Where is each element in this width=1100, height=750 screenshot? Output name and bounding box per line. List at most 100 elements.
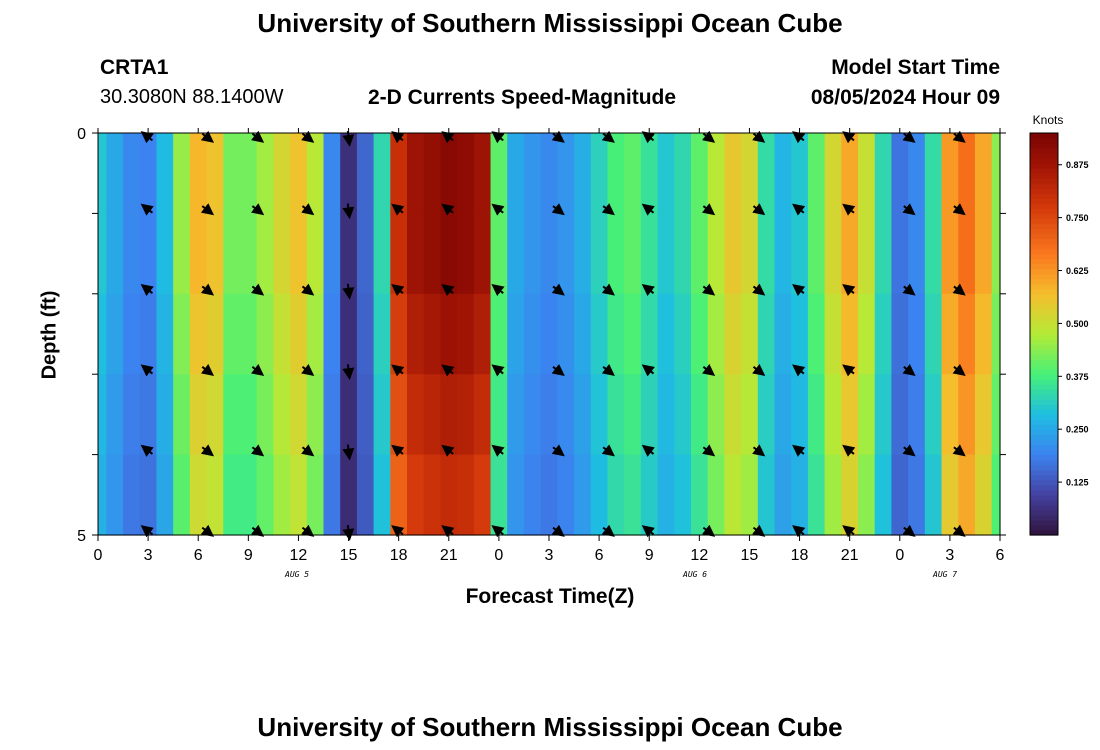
heatmap-cell [156,213,174,295]
colorbar-segment [1030,313,1058,320]
colorbar-tick-label: 0.750 [1066,213,1089,223]
heatmap-cell [624,454,642,536]
current-arrow [391,131,405,144]
heatmap-cell [323,133,341,214]
heatmap-cell [106,213,124,295]
colorbar-segment [1030,323,1058,330]
current-arrow [342,203,355,220]
heatmap-cell [941,454,959,536]
current-arrow [952,203,966,216]
heatmap-cell [390,293,408,375]
current-arrow [200,283,215,296]
current-arrow [752,203,766,216]
x-tick-label: 15 [741,547,759,564]
current-arrow [441,203,455,216]
heatmap-cell [574,133,592,214]
heatmap-cell [657,293,675,375]
current-arrow [140,525,154,538]
colorbar-segment [1030,198,1058,204]
colorbar-segment [1030,349,1058,355]
heatmap-cell [958,454,976,536]
current-arrow [301,524,315,537]
heatmap-cell [624,213,642,295]
heatmap-cell [323,374,341,456]
colorbar-segment [1030,364,1058,370]
heatmap-cell [807,374,826,456]
colorbar-title: Knots [1033,113,1064,127]
colorbar-tick-label: 0.125 [1066,478,1089,488]
heatmap-cell [908,293,926,375]
heatmap-cell [407,454,425,536]
colorbar-segment [1030,464,1058,471]
current-arrow [551,203,565,216]
heatmap-cell [607,133,625,214]
heatmap-cell [590,133,609,214]
colorbar-segment [1030,439,1058,446]
x-tick-label: 21 [440,547,458,564]
heatmap-cell [841,454,859,536]
heatmap-cell [390,133,408,214]
current-arrow [140,283,154,297]
heatmap-cell [139,293,158,375]
colorbar-segment [1030,263,1058,270]
heatmap-cell [757,293,776,375]
heatmap-cell [123,293,141,375]
model-start-value: 08/05/2024 Hour 09 [810,86,1000,109]
colorbar-segment [1030,133,1058,139]
date-label-aug6: AUG 6 [683,570,708,579]
current-arrow [200,363,215,377]
current-arrow [902,444,916,457]
heatmap-cell [624,374,642,456]
heatmap-cell [407,213,425,295]
current-arrow [140,444,154,457]
current-arrow [491,364,505,377]
current-arrow [551,130,565,143]
heatmap-cell [239,213,258,295]
heatmap-cell [256,213,274,295]
heatmap-cell [774,293,792,375]
heatmap-cell [206,293,224,375]
current-arrow [551,524,565,537]
colorbar-tick-label: 0.375 [1066,372,1089,382]
current-arrow [551,444,565,457]
page-title: University of Southern Mississippi Ocean… [257,8,843,38]
heatmap-cell [290,293,308,375]
heatmap-cell [440,454,458,536]
heatmap-cell [356,454,375,536]
heatmap-cell [156,374,174,456]
heatmap-cell [290,213,308,295]
current-arrow [842,203,856,216]
current-arrow [702,283,716,296]
current-arrow [200,444,215,457]
heatmap-cell [423,293,442,375]
heatmap-cell [490,374,508,456]
current-arrow [902,363,916,377]
current-arrow [200,130,215,143]
current-arrow [752,283,766,296]
x-tick-label: 12 [290,547,308,564]
heatmap-cell [457,133,475,214]
current-arrow [792,203,806,216]
colorbar-segment [1030,193,1058,199]
heatmap-cell [958,213,976,295]
heatmap-cell [356,213,375,295]
bottom-title: University of Southern Mississippi Ocean… [257,712,843,742]
colorbar-segment [1030,514,1058,521]
heatmap-cell [791,293,809,375]
colorbar-segment [1030,424,1058,431]
current-arrow [641,131,655,144]
current-arrow [441,525,455,538]
colorbar-segment [1030,394,1058,400]
heatmap-cell [791,374,809,456]
colorbar-segment [1030,233,1058,240]
current-arrow [491,203,505,216]
model-start-label: Model Start Time [831,56,1000,79]
heatmap-cell [523,454,542,536]
current-arrow [200,203,215,216]
heatmap-cell [741,133,759,214]
heatmap-cell [774,133,792,214]
heatmap-cell [607,293,625,375]
current-arrow [842,444,856,457]
heatmap-cell [523,133,542,214]
heatmap-cell [774,374,792,456]
